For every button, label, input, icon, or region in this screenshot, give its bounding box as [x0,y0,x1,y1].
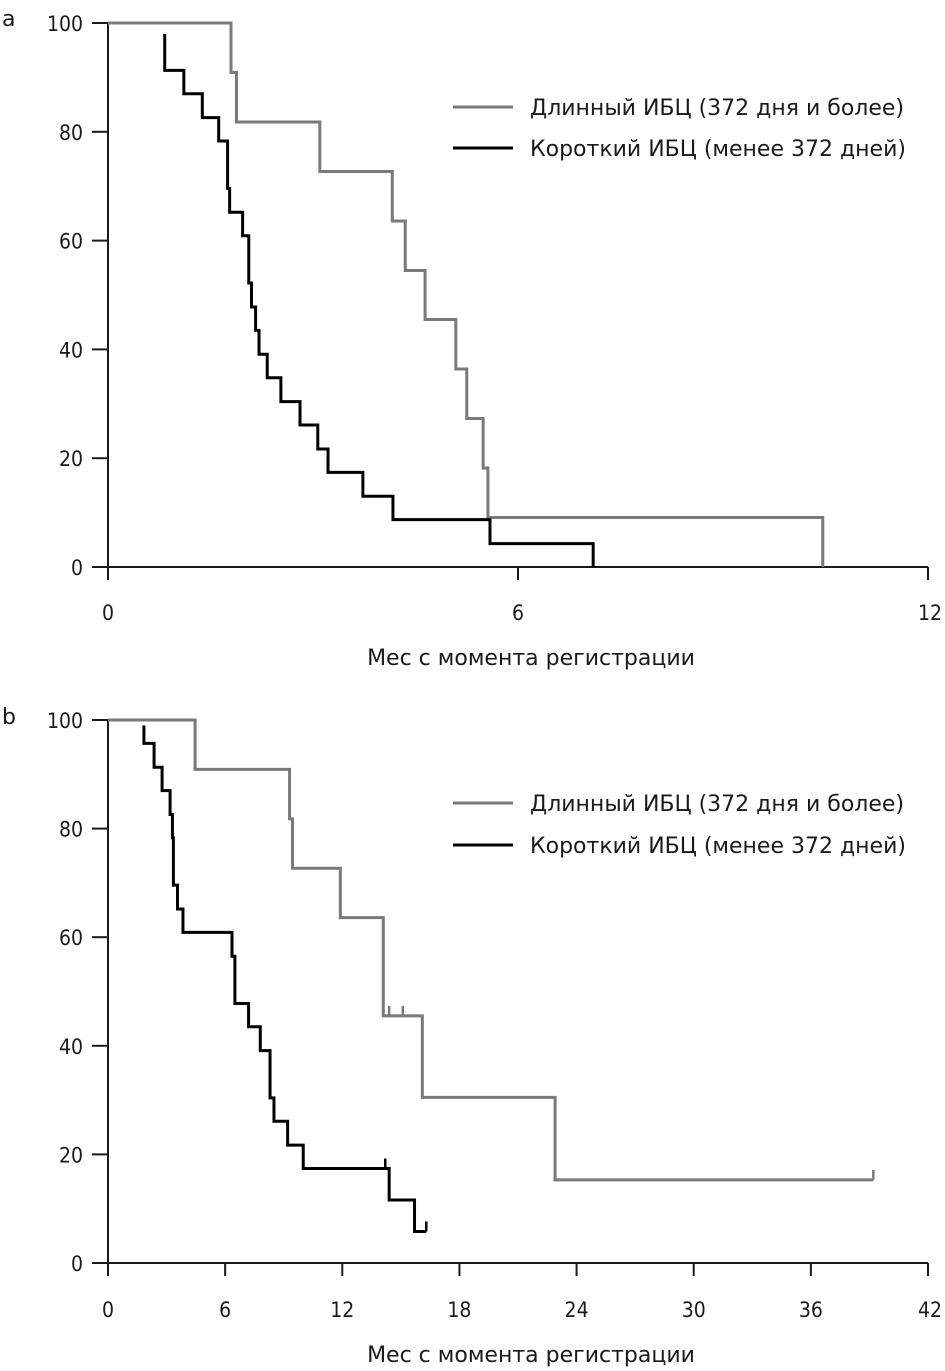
series-line-long [108,718,874,1182]
legend-a: Длинный ИБЦ (372 дня и более) Короткий И… [453,96,906,162]
y-tick-label: 60 [59,230,83,254]
y-tick-label: 100 [47,709,83,733]
y-tick-label: 100 [47,12,83,36]
x-tick-label: 0 [102,1298,114,1322]
axes-a: 0 20 40 60 80 100 0 6 12 [47,12,942,625]
x-tick-label: 12 [330,1298,354,1322]
legend-label-short: Короткий ИБЦ (менее 372 дней) [530,137,906,162]
axes-b: 0 20 40 60 80 100 0 6 12 18 24 30 36 42 [47,709,942,1322]
chart-panel-a: a 0 20 40 60 80 100 0 6 12 Длинный ИБЦ (372 дня … [2,7,942,671]
series-line-short [142,725,427,1234]
x-tick-label: 42 [918,1298,942,1322]
x-tick-label: 6 [512,601,524,625]
y-tick-label: 40 [59,1035,83,1059]
x-tick-label: 12 [918,601,942,625]
x-tick-label: 6 [219,1298,231,1322]
y-tick-label: 80 [59,818,83,842]
y-tick-label: 0 [71,556,83,580]
legend-label-long: Длинный ИБЦ (372 дня и более) [530,96,904,121]
x-tick-label: 36 [799,1298,823,1322]
y-tick-label: 40 [59,338,83,362]
y-tick-label: 20 [59,447,83,471]
series-line-long [108,21,825,567]
legend-label-long: Длинный ИБЦ (372 дня и более) [530,792,904,817]
x-tick-label: 0 [102,601,114,625]
y-tick-label: 80 [59,121,83,145]
y-tick-label: 20 [59,1143,83,1167]
x-tick-label: 18 [447,1298,471,1322]
series-line-short [163,33,595,567]
x-axis-title-a: Мес с момента регистрации [367,646,695,671]
x-tick-label: 24 [565,1298,589,1322]
y-tick-label: 0 [71,1252,83,1276]
chart-panel-b: b 0 20 40 60 80 100 0 6 12 18 24 30 36 42 Длинный ИБЦ… [2,705,942,1368]
x-axis-title-b: Мес с момента регистрации [367,1343,695,1368]
curves-a [108,21,825,567]
panel-label-a: a [2,7,15,32]
curves-b [108,718,875,1234]
x-tick-label: 30 [682,1298,706,1322]
legend-label-short: Короткий ИБЦ (менее 372 дней) [530,834,906,859]
panel-label-b: b [2,705,16,730]
y-tick-label: 60 [59,926,83,950]
legend-b: Длинный ИБЦ (372 дня и более) Короткий И… [453,792,906,859]
